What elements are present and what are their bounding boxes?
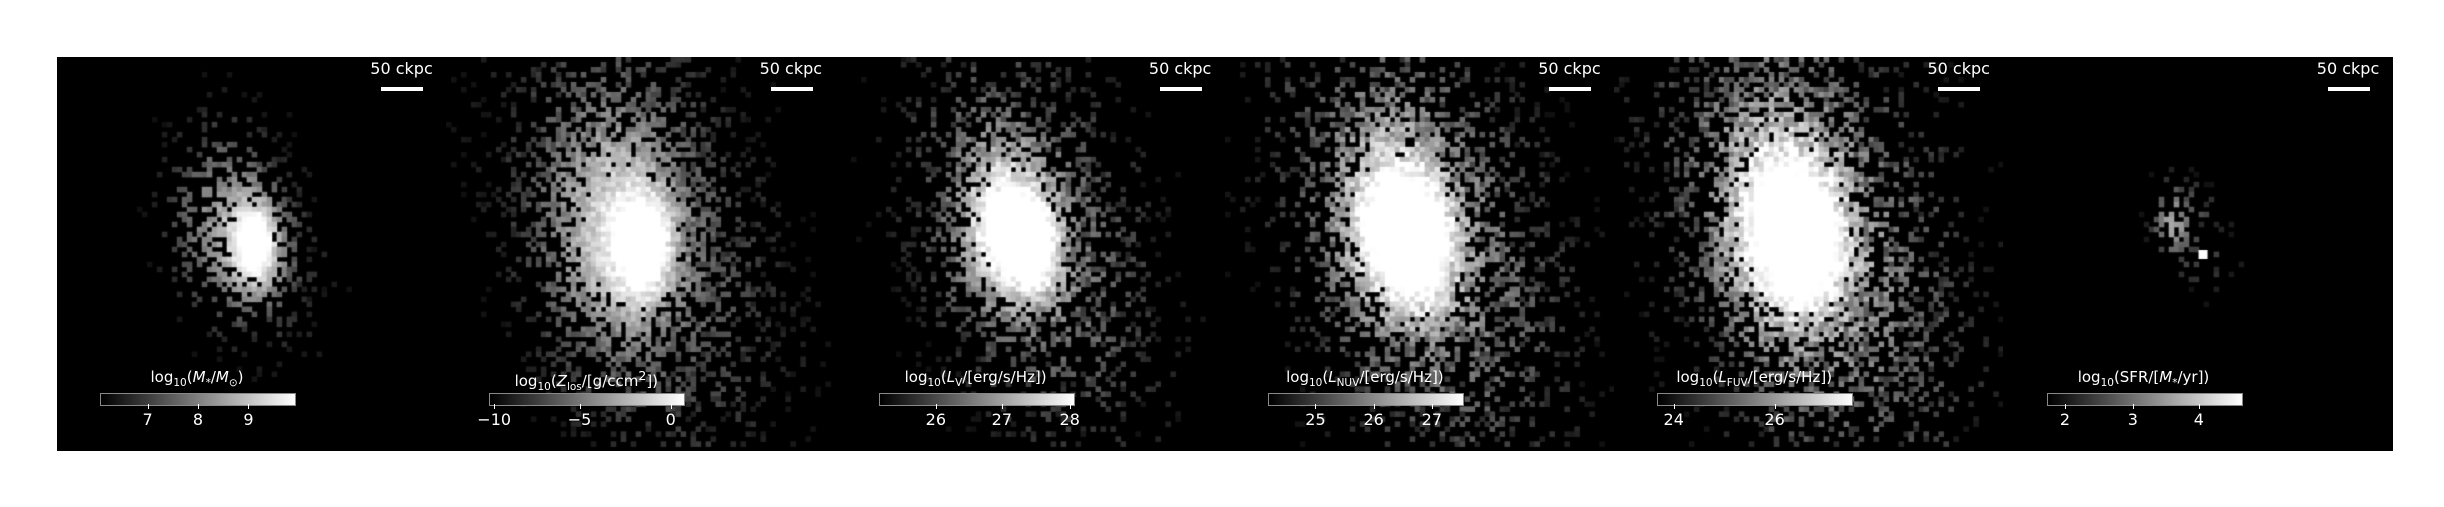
colorbar-tick: [494, 404, 496, 409]
scalebar-label: 50 ckpc: [370, 59, 433, 78]
colorbar-tick-label: 3: [2127, 410, 2138, 429]
colorbar-tick: [198, 404, 199, 409]
colorbar-label: log10(LFUV/[erg/s/Hz]): [1676, 368, 1833, 389]
colorbar-tick-label: 8: [192, 410, 204, 429]
scalebar-line: [770, 87, 813, 91]
image-strip: 50 ckpc log10(M*/M⊙) 7 8 9 50 ckpc log10(Zlos/…: [57, 57, 2393, 451]
colorbar-tick: [2132, 404, 2134, 409]
map-panel-2: 50 ckpc log10(Zlos/[g/ccm2]) −10 −5 0: [446, 57, 836, 451]
colorbar-tick-label: −5: [567, 410, 592, 429]
map-panel-1: 50 ckpc log10(M*/M⊙) 7 8 9: [57, 57, 446, 451]
colorbar-tick: [1373, 404, 1375, 409]
colorbar-tick: [935, 404, 937, 409]
colorbar-tick-label: 7: [142, 410, 153, 429]
colorbar-tick: [1001, 404, 1003, 409]
scalebar-label: 50 ckpc: [759, 59, 823, 78]
colorbar-tick-label: 28: [1059, 410, 1080, 429]
colorbar-label: log10(LNUV/[erg/s/Hz]): [1286, 368, 1444, 389]
scalebar-line: [1549, 87, 1592, 91]
colorbar-tick-label: 9: [243, 410, 254, 429]
scalebar-label: 50 ckpc: [1927, 59, 1990, 78]
surface-density-map: [57, 57, 446, 451]
surface-density-map: [446, 57, 836, 451]
surface-density-map: [835, 57, 1225, 451]
scalebar-label: 50 ckpc: [2316, 59, 2380, 78]
colorbar: [2046, 393, 2243, 406]
scalebar-line: [1938, 87, 1981, 91]
colorbar: [878, 393, 1075, 406]
map-panel-3: 50 ckpc log10(LV/[erg/s/Hz]) 26 27 28: [835, 57, 1225, 451]
scalebar-line: [1159, 87, 1202, 91]
scalebar-label: 50 ckpc: [1148, 59, 1212, 78]
colorbar-tick: [670, 404, 672, 409]
colorbar-tick: [1673, 404, 1675, 409]
colorbar-tick: [2198, 404, 2200, 409]
map-panel-5: 50 ckpc log10(LFUV/[erg/s/Hz]) 24 26: [1614, 57, 2004, 451]
colorbar-tick: [2064, 404, 2066, 409]
colorbar: [1267, 393, 1464, 406]
colorbar-tick: [147, 404, 149, 409]
colorbar-tick-label: 24: [1663, 410, 1684, 429]
scalebar-label: 50 ckpc: [1538, 59, 1601, 78]
colorbar-tick: [1069, 404, 1071, 409]
colorbar-tick-label: 0: [665, 410, 676, 429]
colorbar-tick: [1774, 404, 1776, 409]
map-panel-4: 50 ckpc log10(LNUV/[erg/s/Hz]) 25 26 27: [1224, 57, 1614, 451]
colorbar-tick-label: 2: [2059, 410, 2071, 429]
surface-density-map: [2003, 57, 2393, 451]
colorbar-label: log10(LV/[erg/s/Hz]): [904, 368, 1047, 389]
scalebar-line: [381, 87, 424, 91]
colorbar-tick-label: 27: [991, 410, 1012, 429]
colorbar-tick: [1315, 404, 1317, 409]
surface-density-map: [1614, 57, 2004, 451]
colorbar-tick: [579, 404, 581, 409]
surface-density-map: [1224, 57, 1614, 451]
colorbar-tick-label: 25: [1305, 410, 1326, 429]
colorbar: [1657, 393, 1854, 406]
colorbar-tick: [248, 404, 250, 409]
colorbar-tick-label: 26: [1764, 410, 1785, 429]
colorbar-label: log10(M*/M⊙): [150, 368, 244, 389]
colorbar-tick-label: 26: [1363, 410, 1384, 429]
colorbar-label: log10(SFR/[M*/yr]): [2077, 368, 2210, 389]
colorbar-tick-label: 26: [925, 410, 947, 429]
colorbar-tick-label: −10: [477, 410, 512, 429]
colorbar-label: log10(Zlos/[g/ccm2]): [514, 368, 659, 393]
colorbar-tick: [1431, 404, 1433, 409]
colorbar: [489, 393, 686, 406]
scalebar-line: [2327, 87, 2370, 91]
map-panel-6: 50 ckpc log10(SFR/[M*/yr]) 2 3 4: [2003, 57, 2393, 451]
colorbar-tick-label: 27: [1421, 410, 1443, 429]
colorbar-tick-label: 4: [2193, 410, 2204, 429]
